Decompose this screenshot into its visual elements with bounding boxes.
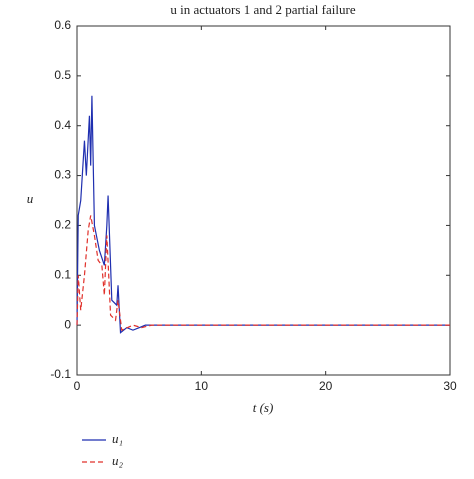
series-line: [76, 95, 450, 334]
y-tick-label: 0.2: [54, 218, 71, 232]
y-tick-label: -0.1: [50, 367, 71, 381]
y-tick-label: 0.6: [54, 18, 71, 32]
legend-label: u₁: [112, 431, 123, 446]
y-tick-label: 0.4: [54, 118, 71, 132]
x-tick-label: 10: [195, 379, 209, 393]
y-tick-label: 0.3: [54, 168, 71, 182]
y-tick-label: 0.1: [54, 267, 71, 281]
y-tick-label: 0: [64, 317, 71, 331]
y-axis-label: u: [27, 191, 34, 206]
x-axis-label: t (s): [253, 400, 274, 415]
x-tick-label: 20: [319, 379, 333, 393]
series-line: [76, 215, 450, 332]
y-tick-label: 0.5: [54, 68, 71, 82]
x-tick-label: 30: [443, 379, 457, 393]
plot-frame: [76, 25, 451, 376]
legend-label: u₂: [112, 453, 124, 468]
x-tick-label: 0: [74, 379, 81, 393]
chart-title: u in actuators 1 and 2 partial failure: [170, 2, 355, 17]
